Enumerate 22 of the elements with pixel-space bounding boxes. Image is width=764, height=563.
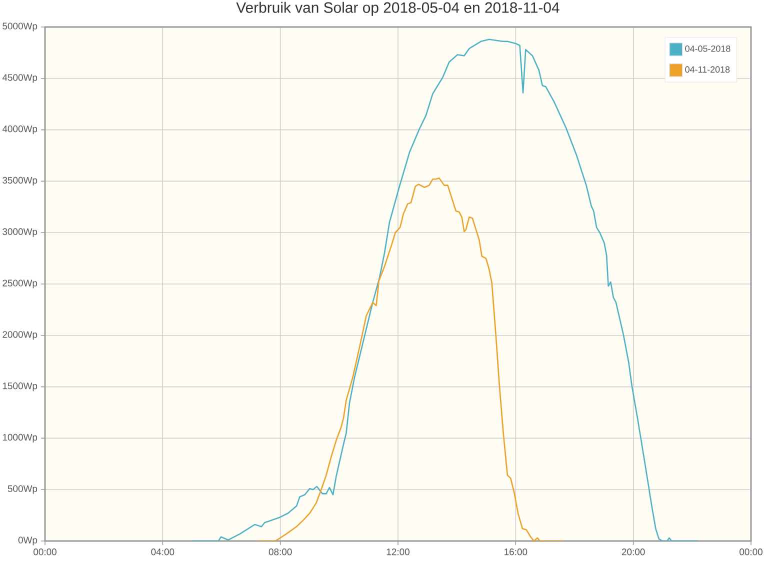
y-tick-label: 1000Wp [2,434,38,442]
y-tick-label: 4000Wp [2,126,38,134]
x-tick-label: 04:00 [151,548,174,556]
x-tick-label: 00:00 [740,548,762,556]
x-tick-label: 08:00 [268,548,292,556]
x-tick-label: 12:00 [386,548,410,556]
y-tick-label: 2500Wp [2,280,38,288]
y-tick-label: 5000Wp [2,22,38,32]
line-series [257,177,564,541]
y-tick-label: 2000Wp [2,331,38,340]
chart-title: Verbruik van Solar op 2018-05-04 en 2018-11-04 [236,2,560,16]
y-tick-label: 0Wp [18,536,38,546]
legend-label: 04-05-2018 [685,45,730,52]
x-tick-label: 00:00 [34,548,56,556]
y-tick-label: 1500Wp [2,382,38,392]
y-tick-label: 500Wp [8,485,38,494]
x-tick-label: 16:00 [504,548,528,556]
y-tick-label: 3500Wp [2,176,38,186]
y-tick-label: 4500Wp [2,74,38,83]
legend-label: 04-11-2018 [685,66,730,73]
y-tick-label: 3000Wp [2,228,38,237]
x-tick-label: 20:00 [622,548,645,556]
